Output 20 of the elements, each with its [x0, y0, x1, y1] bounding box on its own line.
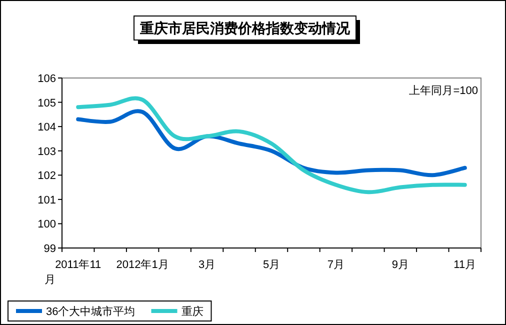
chart-title: 重庆市居民消费价格指数变动情况	[139, 20, 351, 36]
x-tick-label: 11月	[454, 259, 476, 271]
line-series	[76, 109, 467, 178]
y-tick-label: 102	[38, 170, 56, 182]
annotation: 上年同月=100	[409, 84, 478, 97]
legend-label: 36个大中城市平均	[46, 305, 136, 318]
x-tick-label: 9月	[392, 259, 409, 271]
y-tick-label: 106	[38, 73, 56, 85]
legend-label: 重庆	[181, 305, 204, 318]
y-tick-label: 100	[38, 218, 56, 231]
x-tick-label: 5月	[262, 259, 280, 271]
x-tick-label: 3月	[198, 259, 216, 271]
x-tick-label: 7月	[327, 259, 345, 271]
y-tick-label: 101	[38, 194, 56, 206]
x-tick-label: 2011年11月	[44, 259, 102, 286]
y-tick-label: 99	[44, 243, 56, 255]
y-tick-label: 104	[38, 122, 56, 134]
y-tick-label: 103	[38, 146, 56, 158]
x-tick-label: 2012年1月	[116, 259, 169, 271]
y-tick-label: 105	[38, 97, 56, 110]
